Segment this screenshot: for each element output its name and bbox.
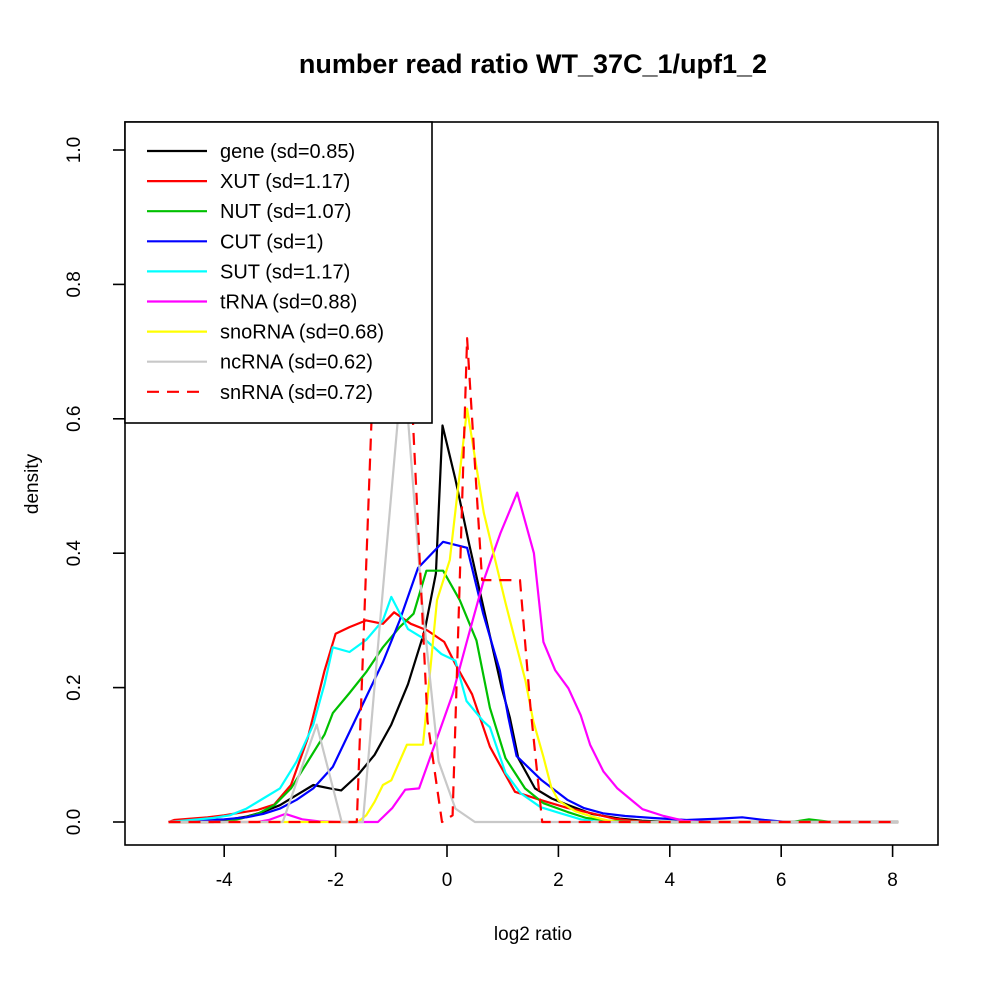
y-axis-tick-label: 1.0 <box>64 137 85 163</box>
legend-label-NUT: NUT (sd=1.07) <box>220 201 351 223</box>
y-axis-tick-label: 0.8 <box>64 271 85 297</box>
legend-label-snoRNA: snoRNA (sd=0.68) <box>220 322 384 344</box>
x-axis-tick-label: 2 <box>553 870 564 891</box>
series-line-snRNA <box>168 337 899 824</box>
x-axis-title: log2 ratio <box>494 924 572 945</box>
x-axis-tick-label: -2 <box>327 870 344 891</box>
x-axis-tick-label: 0 <box>442 870 453 891</box>
series-line-gene <box>168 424 899 824</box>
chart-title: number read ratio WT_37C_1/upf1_2 <box>299 49 767 79</box>
legend-label-ncRNA: ncRNA (sd=0.62) <box>220 352 373 374</box>
legend-box <box>124 121 433 424</box>
series-line-SUT <box>168 595 899 824</box>
y-axis-title: density <box>22 453 43 514</box>
x-axis-tick-label: -4 <box>216 870 233 891</box>
y-axis-tick-label: 0.4 <box>64 540 85 567</box>
y-axis-tick-label: 0.6 <box>64 406 85 432</box>
plot-box <box>124 121 939 846</box>
legend-label-gene: gene (sd=0.85) <box>220 141 355 163</box>
x-axis-tick-label: 6 <box>776 870 787 891</box>
x-axis-tick-label: 8 <box>887 870 898 891</box>
legend-label-snRNA: snRNA (sd=0.72) <box>220 382 373 404</box>
y-axis-tick-label: 0.0 <box>64 809 85 835</box>
legend-label-CUT: CUT (sd=1) <box>220 231 324 253</box>
series-line-snoRNA <box>168 407 899 824</box>
series-line-ncRNA <box>168 397 899 824</box>
series-line-CUT <box>168 540 899 824</box>
legend-label-SUT: SUT (sd=1.17) <box>220 261 350 283</box>
x-axis-tick-label: 4 <box>665 870 676 891</box>
legend-label-XUT: XUT (sd=1.17) <box>220 171 350 193</box>
legend-label-tRNA: tRNA (sd=0.88) <box>220 292 357 314</box>
y-axis-tick-label: 0.2 <box>64 674 85 700</box>
